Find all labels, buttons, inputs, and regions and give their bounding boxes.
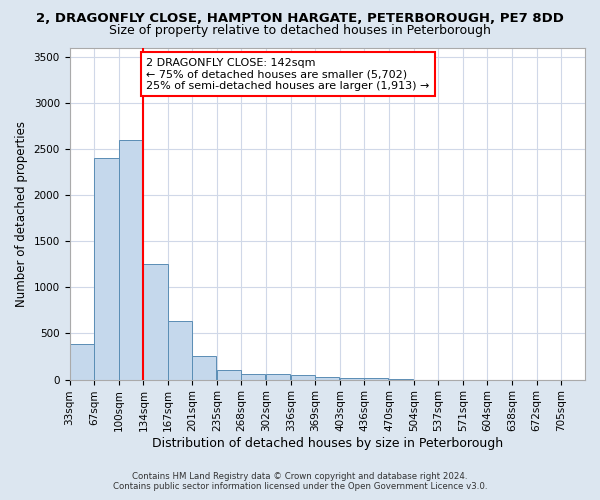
Bar [94, 158, 119, 380]
Text: Size of property relative to detached houses in Peterborough: Size of property relative to detached ho… [109, 24, 491, 37]
Bar [340, 378, 364, 380]
X-axis label: Distribution of detached houses by size in Peterborough: Distribution of detached houses by size … [152, 437, 503, 450]
Text: 2, DRAGONFLY CLOSE, HAMPTON HARGATE, PETERBOROUGH, PE7 8DD: 2, DRAGONFLY CLOSE, HAMPTON HARGATE, PET… [36, 12, 564, 26]
Bar [389, 378, 413, 380]
Bar [217, 370, 241, 380]
Bar [167, 320, 191, 380]
Bar [143, 264, 167, 380]
Bar [364, 378, 388, 380]
Bar [70, 344, 94, 380]
Bar [193, 356, 217, 380]
Bar [119, 140, 143, 380]
Y-axis label: Number of detached properties: Number of detached properties [15, 120, 28, 306]
Bar [291, 375, 315, 380]
Bar [315, 377, 340, 380]
Text: 2 DRAGONFLY CLOSE: 142sqm
← 75% of detached houses are smaller (5,702)
25% of se: 2 DRAGONFLY CLOSE: 142sqm ← 75% of detac… [146, 58, 430, 91]
Text: Contains HM Land Registry data © Crown copyright and database right 2024.
Contai: Contains HM Land Registry data © Crown c… [113, 472, 487, 491]
Bar [266, 374, 290, 380]
Bar [241, 374, 265, 380]
